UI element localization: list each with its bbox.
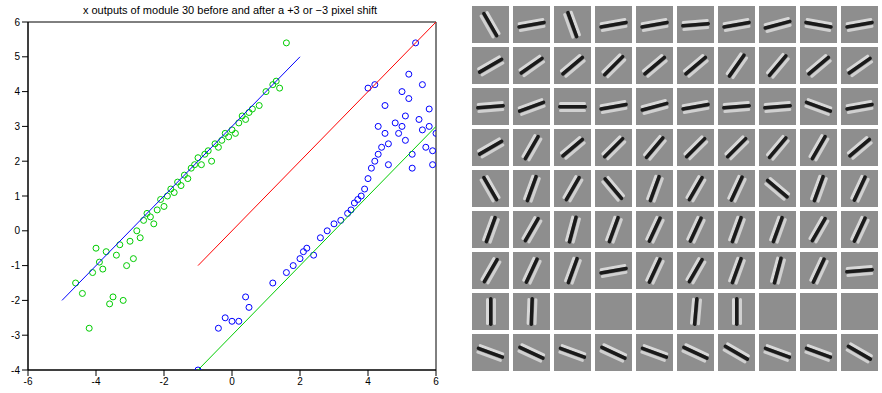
svg-text:4: 4	[14, 86, 20, 97]
svg-text:-6: -6	[24, 376, 33, 387]
svg-text:3: 3	[14, 121, 20, 132]
svg-text:2: 2	[14, 156, 20, 167]
svg-text:-4: -4	[92, 376, 101, 387]
svg-text:1: 1	[14, 191, 20, 202]
svg-text:0: 0	[14, 225, 20, 236]
svg-text:6: 6	[433, 376, 439, 387]
svg-text:-3: -3	[11, 330, 20, 341]
svg-text:-4: -4	[11, 365, 20, 376]
svg-text:-1: -1	[11, 260, 20, 271]
svg-text:-2: -2	[160, 376, 169, 387]
svg-text:2: 2	[297, 376, 303, 387]
svg-text:-2: -2	[11, 295, 20, 306]
svg-text:6: 6	[14, 17, 20, 28]
svg-text:5: 5	[14, 51, 20, 62]
svg-text:0: 0	[229, 376, 235, 387]
html-text:x outputs of module 30 before: x outputs of module 30 before and after …	[82, 4, 378, 16]
svg-text:4: 4	[365, 376, 371, 387]
